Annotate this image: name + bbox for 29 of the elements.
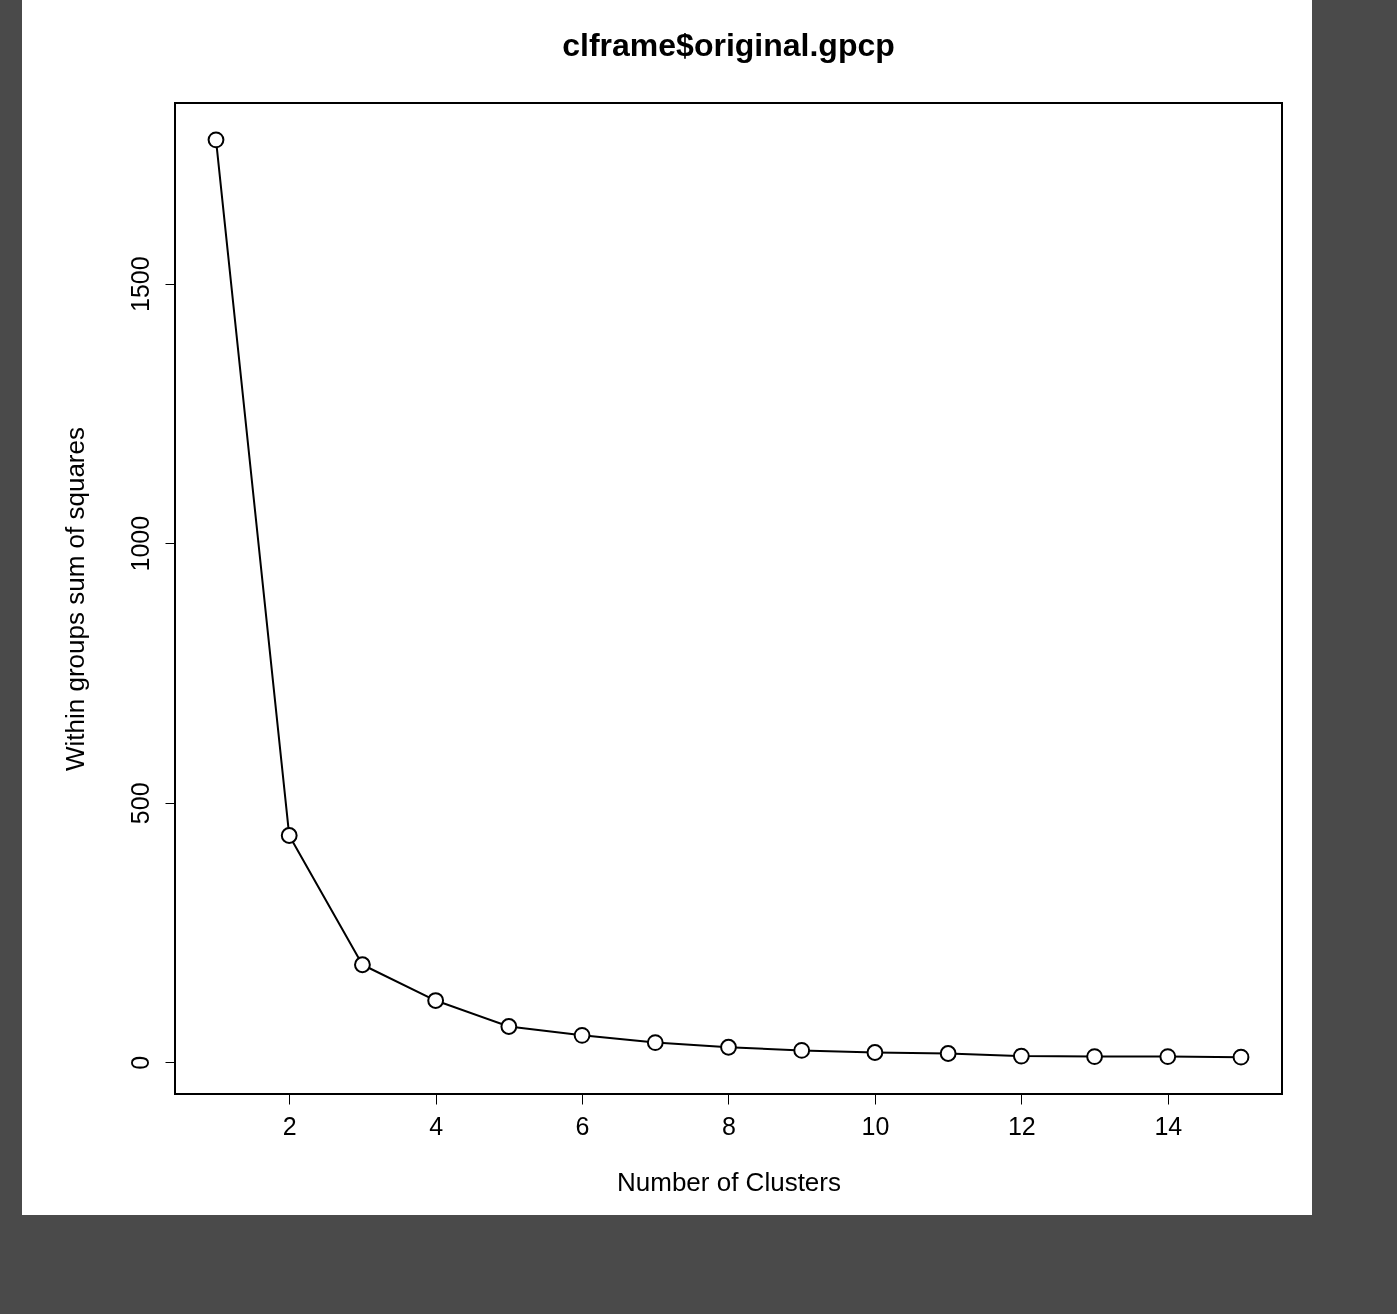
point <box>354 956 371 974</box>
x-tick-label: 12 <box>1007 1111 1036 1140</box>
point <box>573 1026 591 1044</box>
chart-title: clframe$original.gpcp <box>562 27 895 63</box>
y-tick-label: 0 <box>125 1055 154 1070</box>
point <box>1012 1047 1030 1065</box>
x-tick-label: 4 <box>429 1111 444 1140</box>
point <box>646 1034 664 1052</box>
y-tick-label: 1500 <box>125 256 154 312</box>
y-tick-label: 1000 <box>125 515 154 572</box>
point <box>207 131 225 149</box>
point <box>1086 1048 1103 1066</box>
x-axis-title: Number of Clusters <box>617 1166 841 1197</box>
point <box>793 1041 811 1059</box>
x-tick-label: 10 <box>861 1111 890 1140</box>
point <box>866 1044 884 1061</box>
y-axis-title: Within groups sum of squares <box>59 427 90 771</box>
x-tick-label: 14 <box>1154 1111 1183 1140</box>
point <box>500 1018 518 1035</box>
point <box>939 1045 957 1062</box>
point <box>280 827 298 844</box>
x-tick-label: 8 <box>722 1111 736 1140</box>
point <box>427 992 445 1009</box>
x-tick-label: 6 <box>575 1111 590 1140</box>
y-tick-label: 500 <box>125 782 154 825</box>
point <box>1159 1048 1177 1066</box>
point <box>720 1038 737 1056</box>
x-tick-label: 2 <box>282 1111 297 1140</box>
point <box>1232 1048 1250 1066</box>
